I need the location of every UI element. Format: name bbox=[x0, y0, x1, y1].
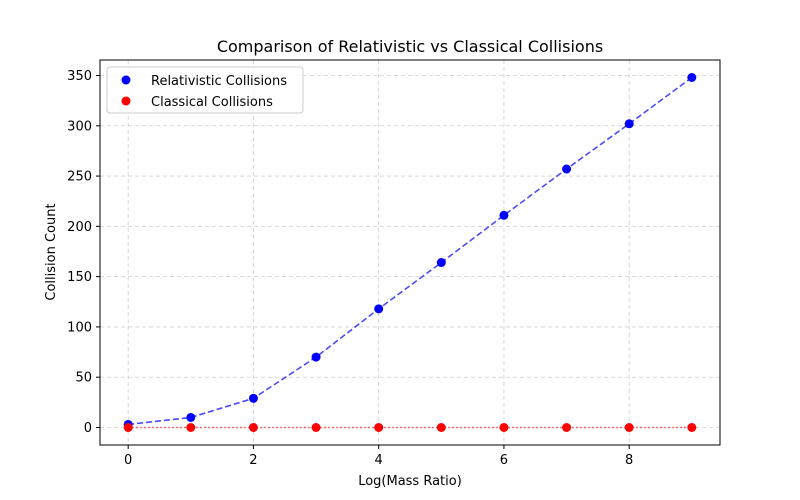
legend-marker bbox=[121, 96, 131, 106]
y-tick-label: 350 bbox=[67, 69, 92, 84]
y-tick-label: 0 bbox=[84, 421, 92, 436]
data-point bbox=[186, 412, 196, 422]
y-tick-label: 200 bbox=[67, 220, 92, 235]
y-tick-label: 50 bbox=[75, 371, 92, 386]
chart-title: Comparison of Relativistic vs Classical … bbox=[217, 37, 603, 56]
y-axis-label: Collision Count bbox=[44, 203, 59, 300]
x-axis-label: Log(Mass Ratio) bbox=[358, 474, 462, 489]
y-tick-label: 150 bbox=[67, 270, 92, 285]
grid bbox=[100, 60, 720, 445]
legend-box bbox=[106, 66, 304, 114]
y-tick-label: 300 bbox=[67, 119, 92, 134]
y-tick-label: 250 bbox=[67, 170, 92, 185]
data-point bbox=[499, 210, 509, 220]
x-tick-label: 8 bbox=[625, 453, 633, 468]
legend-label: Relativistic Collisions bbox=[151, 74, 287, 89]
series-points bbox=[123, 73, 697, 432]
y-axis-ticks: 0 50 100 150 200 250 300 350 bbox=[67, 69, 100, 436]
plot-area bbox=[99, 59, 721, 446]
data-point bbox=[374, 304, 384, 314]
data-point bbox=[248, 423, 258, 432]
data-point bbox=[186, 423, 196, 432]
y-tick-label: 100 bbox=[67, 320, 92, 335]
series-lines bbox=[128, 76, 693, 429]
data-point bbox=[248, 393, 258, 403]
data-point bbox=[499, 423, 509, 432]
legend: Relativistic Collisions Classical Collisi… bbox=[106, 66, 304, 114]
data-point bbox=[436, 258, 446, 268]
data-point bbox=[311, 352, 321, 362]
data-point bbox=[311, 423, 321, 432]
data-point bbox=[374, 423, 384, 432]
x-tick-label: 0 bbox=[124, 453, 132, 468]
x-tick-label: 2 bbox=[249, 453, 257, 468]
x-tick-label: 4 bbox=[375, 453, 383, 468]
legend-label: Classical Collisions bbox=[151, 95, 273, 110]
series-line-0 bbox=[128, 76, 693, 426]
data-point bbox=[687, 73, 697, 82]
x-axis-ticks: 0 2 4 6 8 bbox=[124, 445, 633, 468]
data-point bbox=[562, 423, 572, 432]
data-point bbox=[687, 423, 697, 432]
data-point bbox=[562, 164, 572, 174]
data-point bbox=[123, 423, 133, 432]
x-tick-label: 6 bbox=[500, 453, 508, 468]
data-point bbox=[624, 119, 634, 129]
data-point bbox=[624, 423, 634, 432]
legend-marker bbox=[121, 75, 131, 85]
data-point bbox=[436, 423, 446, 432]
